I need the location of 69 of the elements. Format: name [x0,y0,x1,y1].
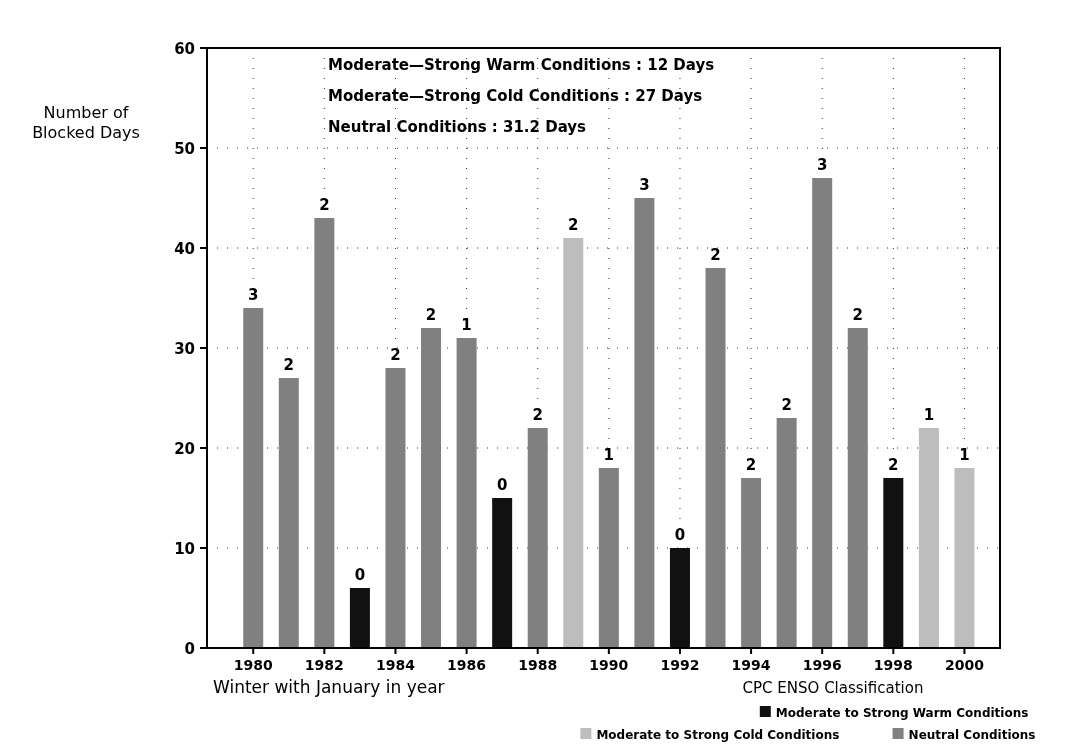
bar [385,368,406,648]
annotation: 1 [923,406,935,424]
bar [669,548,690,648]
bar [634,198,655,648]
bar [349,588,370,648]
bar [563,238,584,648]
bar [492,498,513,648]
y-tick-label: 60 [174,40,195,58]
bar [812,178,833,648]
legend-label: Neutral Conditions [908,728,1036,742]
annotation: 2 [390,346,401,364]
bar [847,328,868,648]
annotation: 2 [888,456,899,474]
x-tick-label: 1992 [660,657,700,673]
annotation: 1 [603,446,615,464]
bar [314,218,335,648]
annotation: 2 [745,456,757,474]
bar [243,308,264,648]
y-tick-label: 50 [174,140,195,158]
bar [918,428,939,648]
annotation: 2 [532,406,543,424]
annotation: 2 [319,196,330,214]
x-tick-label: 1996 [802,657,842,673]
y-tick-label: 40 [174,240,195,258]
bar [776,418,797,648]
bar [598,468,619,648]
y-tick-label: 20 [174,440,195,458]
annotation: 3 [248,286,259,304]
annotation: Moderate—Strong Warm Conditions : 12 Days [328,56,715,74]
legend-label: Moderate to Strong Warm Conditions [775,706,1029,720]
x-tick-label: 1990 [589,657,629,673]
annotation: 2 [852,306,863,324]
x-tick-label: 1982 [304,657,344,673]
x-tick-label: 1980 [233,657,273,673]
bar [421,328,442,648]
annotation: Neutral Conditions : 31.2 Days [328,118,587,136]
y-tick-label: 0 [184,640,195,658]
annotation: 2 [425,306,437,324]
y-tick-label: 10 [174,540,195,558]
bar [527,428,548,648]
bar [278,378,299,648]
x-axis-title: Winter with January in year [213,677,445,697]
bar [954,468,975,648]
x-tick-label: 1994 [731,657,771,673]
bar [883,478,904,648]
legend-title: CPC ENSO Classification [742,679,924,697]
annotation: 0 [674,526,686,544]
y-axis-title: Number of Blocked Days [32,103,140,142]
bar [456,338,477,648]
x-tick-label: 1998 [873,657,913,673]
x-tick-label: 2000 [944,657,985,673]
annotation: Moderate—Strong Cold Conditions : 27 Days [328,87,703,105]
annotation: 2 [781,396,792,414]
x-tick-label: 1986 [447,657,487,673]
annotation: 1 [461,316,472,334]
annotation: 3 [639,176,650,194]
annotation: 3 [816,156,828,174]
annotation: 0 [354,566,366,584]
annotation: 2 [710,246,721,264]
annotation: 2 [568,216,579,234]
annotation: 0 [496,476,508,494]
annotation: 1 [959,446,970,464]
legend-label: Moderate to Strong Cold Conditions [596,728,840,742]
bar [741,478,762,648]
x-tick-label: 1984 [375,657,416,673]
y-tick-label: 30 [174,340,195,358]
annotation: 2 [283,356,295,374]
bar [705,268,726,648]
x-tick-label: 1988 [518,657,558,673]
